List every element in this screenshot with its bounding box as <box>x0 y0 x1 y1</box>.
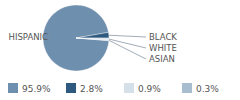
legend-label: 0.9% <box>138 84 161 94</box>
legend-label: 0.3% <box>196 84 219 94</box>
slice <box>76 38 109 41</box>
legend-label: 95.9% <box>22 84 51 94</box>
leader-line <box>109 40 146 59</box>
slice-label: ASIAN <box>149 54 175 64</box>
leader-line <box>109 35 146 37</box>
slice-label: BLACK <box>149 32 177 42</box>
legend-swatch <box>182 83 192 93</box>
pie <box>43 5 109 71</box>
legend-swatch <box>8 83 18 93</box>
slice-label: HISPANIC <box>9 32 49 42</box>
slice <box>76 32 109 38</box>
slice <box>76 38 109 40</box>
legend-label: 2.8% <box>80 84 103 94</box>
legend-swatch <box>66 83 76 93</box>
slice-label: WHITE <box>149 43 177 53</box>
chart: HISPANIC BLACKWHITEASIAN 95.9% 2.8% 0.9% 0.3% <box>0 0 240 100</box>
slice <box>43 5 109 71</box>
legend-swatch <box>124 83 134 93</box>
